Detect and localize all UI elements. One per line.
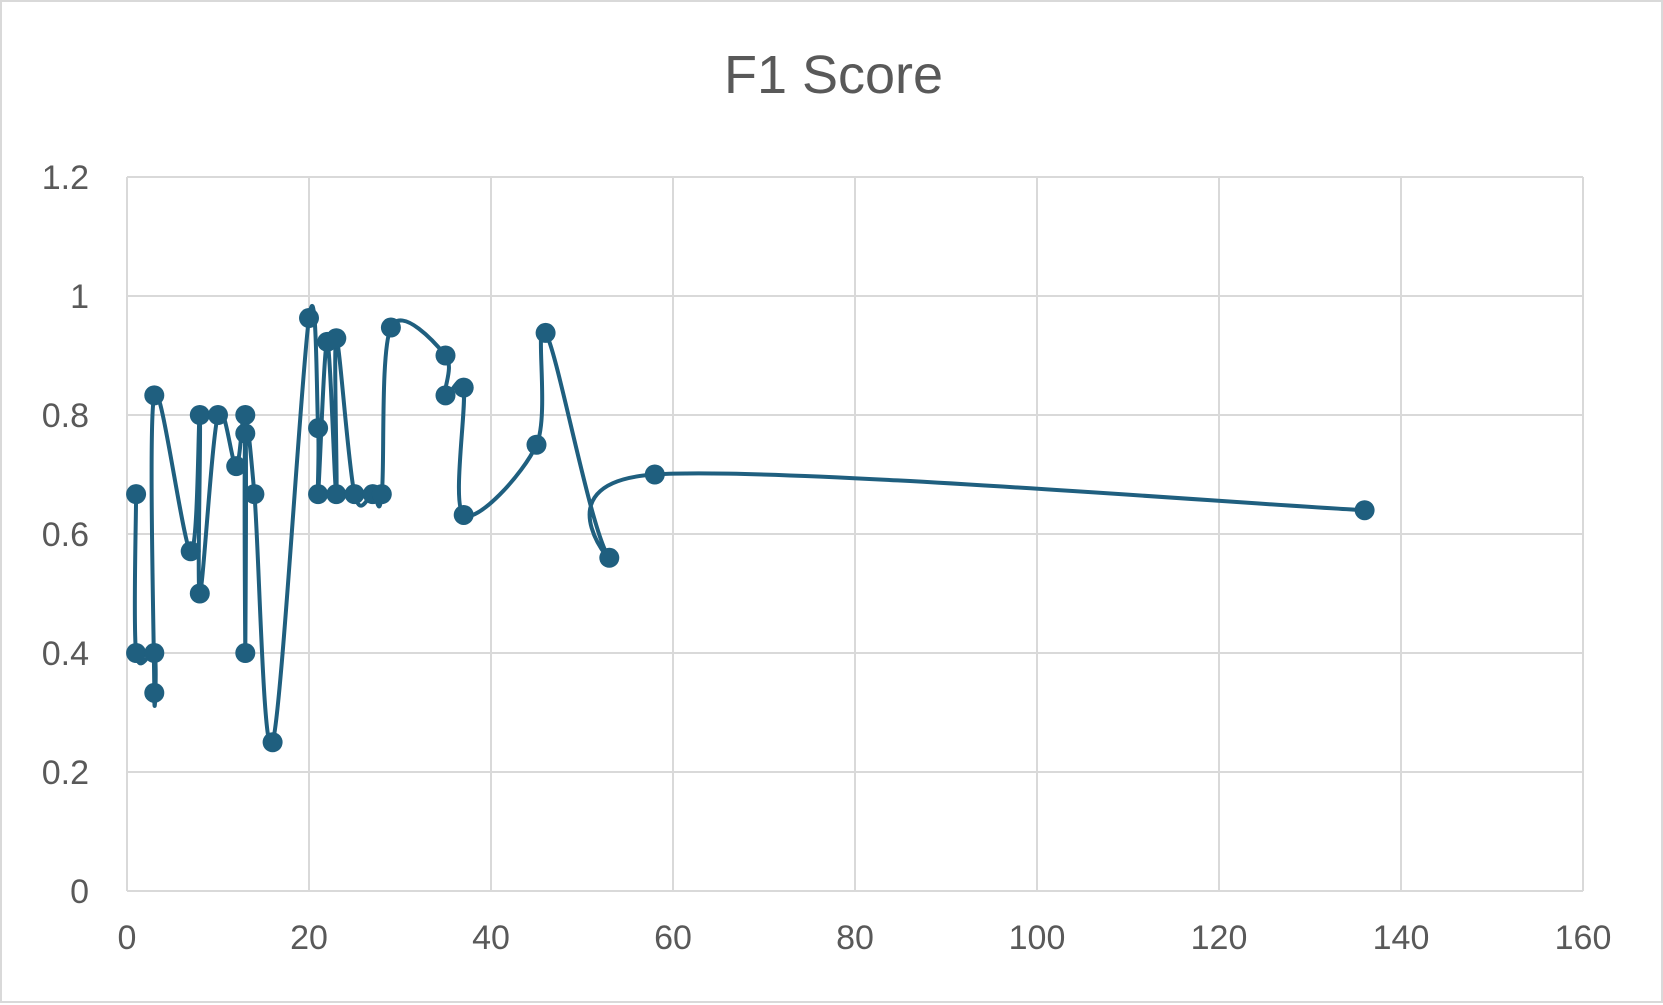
data-point bbox=[262, 732, 283, 753]
data-point bbox=[599, 547, 620, 568]
y-tick-label: 0.8 bbox=[42, 397, 89, 435]
data-point bbox=[435, 345, 456, 366]
y-tick-label: 1.2 bbox=[42, 159, 89, 197]
data-point bbox=[535, 322, 556, 343]
chart-title: F1 Score bbox=[723, 45, 944, 105]
data-point bbox=[344, 484, 365, 505]
x-tick-label: 40 bbox=[472, 919, 510, 957]
x-tick-label: 20 bbox=[290, 919, 328, 957]
data-point bbox=[453, 504, 474, 525]
x-tick-label: 100 bbox=[1009, 919, 1066, 957]
data-point bbox=[180, 541, 201, 562]
data-point bbox=[208, 405, 228, 425]
data-point bbox=[144, 643, 165, 663]
data-point bbox=[380, 317, 401, 338]
data-point bbox=[226, 456, 247, 477]
data-point bbox=[189, 583, 210, 604]
data-point bbox=[144, 385, 165, 406]
data-point bbox=[453, 377, 474, 398]
data-point bbox=[435, 385, 456, 406]
x-tick-label: 80 bbox=[836, 919, 874, 957]
data-point bbox=[144, 682, 165, 703]
y-tick-label: 0.2 bbox=[42, 754, 89, 792]
y-tick-label: 0.4 bbox=[42, 635, 89, 673]
data-point bbox=[299, 308, 319, 329]
data-point bbox=[308, 418, 329, 439]
data-point bbox=[126, 643, 147, 663]
data-point bbox=[235, 643, 256, 663]
x-tick-label: 60 bbox=[654, 919, 692, 957]
series-line bbox=[132, 304, 1367, 747]
x-tick-label: 0 bbox=[118, 919, 137, 957]
data-point bbox=[1354, 500, 1375, 521]
x-tick-label: 120 bbox=[1191, 919, 1248, 957]
y-tick-label: 0 bbox=[70, 873, 89, 911]
data-point bbox=[326, 484, 347, 505]
data-point bbox=[189, 405, 210, 425]
data-point bbox=[326, 328, 347, 349]
series-layer bbox=[126, 304, 1375, 753]
y-tick-label: 1 bbox=[70, 278, 89, 316]
data-point bbox=[644, 464, 665, 485]
data-point bbox=[371, 484, 392, 505]
data-point bbox=[126, 484, 147, 505]
x-tick-label: 160 bbox=[1555, 919, 1612, 957]
x-tick-label: 140 bbox=[1373, 919, 1430, 957]
y-tick-label: 0.6 bbox=[42, 516, 89, 554]
data-point bbox=[235, 405, 256, 425]
data-point bbox=[526, 434, 547, 455]
data-point bbox=[235, 423, 256, 444]
data-point bbox=[244, 484, 265, 505]
grid-layer bbox=[126, 176, 1584, 892]
data-point bbox=[308, 484, 329, 505]
axis-labels: 0 20 40 60 80 100 120 140 160 0 0.2 0.4 0.6 0.8 1 1.2 bbox=[42, 159, 1612, 957]
